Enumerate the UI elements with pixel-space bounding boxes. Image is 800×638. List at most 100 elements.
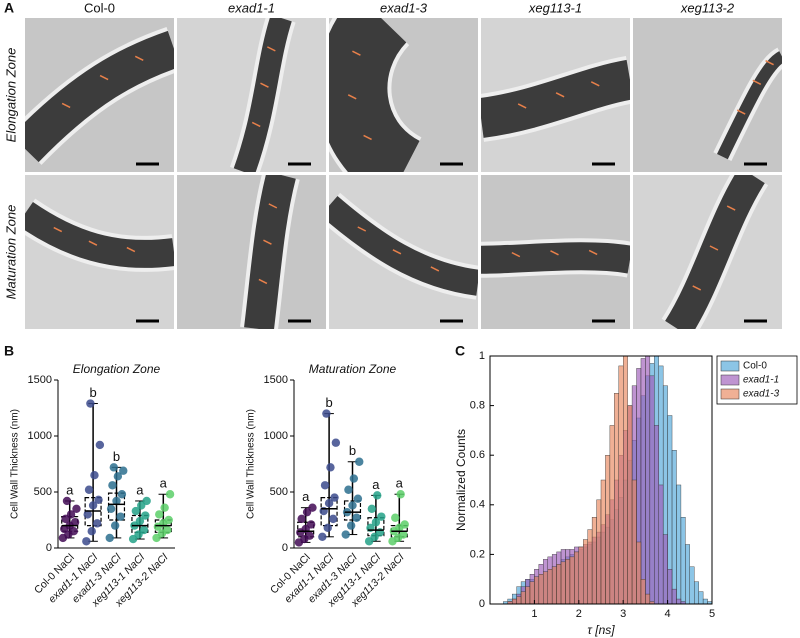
histogram-bar [671,588,677,605]
legend-swatch [720,388,740,400]
data-point [119,466,128,475]
arrow-marker [134,55,144,61]
data-point [72,504,81,513]
data-point [163,525,172,535]
y-axis-label: Cell Wall Thickness (nm) [10,409,21,519]
data-point [70,518,80,527]
histogram-bar [636,541,642,605]
x-tick-label: 3 [620,608,626,620]
y-tick-label: 1500 [28,374,52,386]
histogram-bar [574,551,579,605]
data-point [135,516,145,526]
arrow-marker [363,134,372,141]
data-point [113,472,123,481]
column-label: Col-0 [84,0,115,15]
histogram-bar [645,593,651,605]
row-label: Maturation Zone [3,205,18,300]
y-tick-label: 0.6 [470,449,485,461]
data-point [352,513,361,522]
arrow-marker [392,249,402,255]
cytoplasm [329,195,478,296]
micrograph [481,175,630,329]
histogram-bar [591,517,597,605]
data-point [330,493,339,502]
legend-label: Col-0 [743,361,767,372]
data-point [348,501,357,510]
histogram-bar [623,355,628,605]
data-point [155,510,164,519]
data-point [105,533,114,543]
histogram-bar [512,598,517,605]
data-point [355,457,364,466]
arrow-marker [260,82,269,88]
data-point [324,499,334,508]
data-point [371,518,381,527]
data-point [377,512,386,521]
arrow-marker [588,249,598,256]
significance-letter: a [66,482,74,497]
y-tick-label: 0 [282,542,288,554]
histogram-bar [640,579,646,605]
arrow-marker [251,121,261,128]
data-point [95,440,105,450]
arrow-marker [709,245,719,251]
cytoplasm [25,201,174,268]
micrograph [25,175,174,329]
data-point [160,503,169,512]
arrow-marker [126,246,136,253]
data-point [66,510,76,519]
data-point [82,537,91,546]
histogram-bar [605,455,611,605]
micrograph [177,175,326,329]
significance-letter: b [89,385,96,400]
data-point [306,520,316,529]
histogram-bar [565,559,571,605]
data-point [297,514,306,524]
histogram-bar [654,425,659,605]
histogram-bar [551,566,557,605]
y-tick-label: 0.8 [470,400,485,412]
legend-label: exad1-1 [743,375,779,386]
histogram-bar [520,591,526,605]
arrow-marker [765,60,774,66]
arrow-marker [555,92,565,98]
data-point [323,523,332,533]
column-label: xeg113-1 [528,0,582,15]
micrograph [329,18,478,172]
data-point [328,514,338,524]
arrow-marker [511,251,521,258]
micrograph [633,175,782,329]
column-label: exad1-3 [380,0,428,15]
y-tick-label: 1000 [264,430,288,442]
micrograph [481,18,630,172]
y-tick-label: 1500 [264,374,288,386]
data-point [90,471,99,480]
data-point [305,531,314,540]
histogram-bar [569,556,575,605]
histogram-bar [658,484,664,605]
arrow-marker [692,285,702,291]
y-tick-label: 500 [34,486,52,498]
y-tick-label: 500 [270,486,288,498]
column-label: exad1-1 [228,0,275,15]
arrow-marker [88,240,98,246]
plot-frame [489,355,713,605]
y-axis-label: Normalized Counts [454,429,468,531]
histogram-bar [534,576,540,605]
data-point [141,511,150,520]
data-point [308,503,317,512]
histogram-bar [685,544,690,605]
x-tick-label: 2 [576,608,582,620]
histogram-bar [529,581,535,605]
legend-label: exad1-3 [743,389,780,400]
data-point [341,530,350,539]
column-label: xeg113-2 [680,0,735,15]
histogram-bar [614,393,619,605]
significance-letter: a [136,482,144,497]
cytoplasm [244,175,296,329]
data-point [109,463,118,472]
data-point [84,485,94,494]
data-point [87,527,96,536]
arrow-marker [550,250,559,256]
y-tick-label: 0.2 [470,548,485,560]
